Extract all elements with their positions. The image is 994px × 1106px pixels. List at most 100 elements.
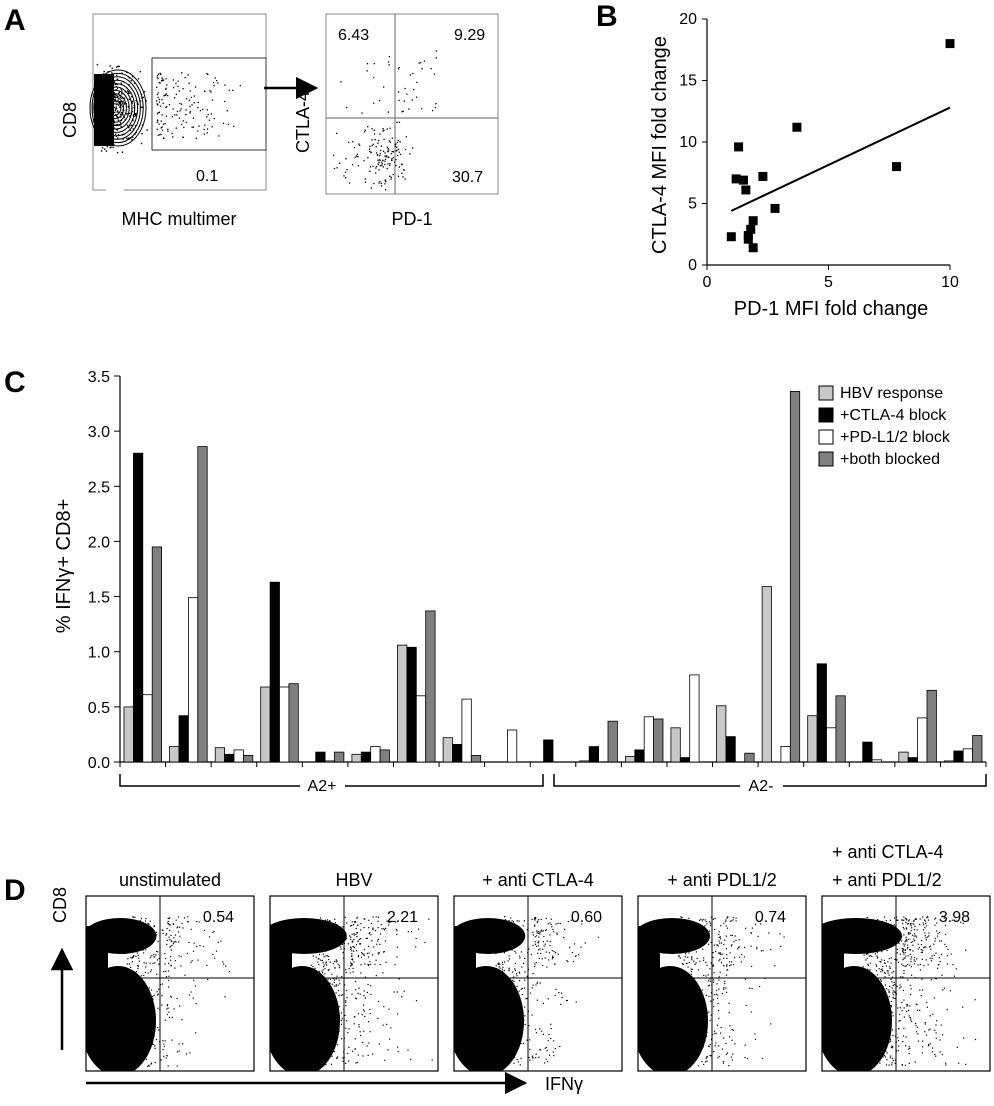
panel-d-event [876,922,878,924]
panel-d-event [867,1039,869,1041]
panel-a-plot1-xlabel: MHC multimer [122,209,237,229]
panel-d-event [697,937,700,939]
panel-d-event [133,1002,135,1005]
panel-d-event [883,943,885,945]
panel-d-event [315,934,317,936]
panel-d-event [520,1013,522,1015]
panel-d-event [505,948,507,950]
panel-d-event [559,1045,561,1048]
panel-d-event [357,1054,359,1056]
panel-d-event [388,922,390,924]
panel-d-event [879,944,881,946]
panel-d-event [889,985,891,987]
panel-d-event [170,940,172,942]
panel-a-plot1-event [161,78,163,80]
panel-d-event [320,1017,322,1019]
panel-d-event [906,946,909,949]
panel-d-event [397,1050,399,1053]
panel-d-event [939,940,941,942]
panel-a-plot1-event [121,90,123,92]
panel-d-event [321,1039,323,1041]
panel-d-event [129,974,131,976]
panel-d-event [891,981,893,983]
panel-d-event [575,1001,577,1003]
panel-d-event [366,1045,368,1047]
panel-c: C 0.00.51.01.52.02.53.03.5 % IFNγ+ CD8+ … [4,366,987,795]
panel-d-event [535,1032,538,1034]
panel-d-event [371,940,373,942]
panel-a-plot1-event [171,116,174,118]
panel-a-plot1-event [117,95,119,98]
panel-d-event [550,1028,552,1030]
panel-d-event [552,956,554,958]
panel-d-event [132,919,134,921]
panel-d-event [328,1006,330,1008]
panel-d-event [534,919,536,921]
panel-d-event [136,943,138,945]
panel-d-event [504,923,506,925]
panel-a-plot2-event [386,155,388,157]
panel-d-event [508,945,510,947]
panel-d-event [904,965,906,967]
panel-d-event [910,993,912,995]
panel-d-event [524,1006,526,1008]
panel-d-event [516,1058,518,1061]
panel-d-event [361,952,363,954]
panel-a-plot1-event [128,84,130,86]
panel-d-event [682,1063,684,1065]
panel-d-event [213,930,215,932]
panel-d-event [690,993,693,995]
panel-d-event [365,937,367,939]
panel-d-event [905,1045,907,1047]
panel-d-event [344,984,346,986]
panel-d-event [739,956,741,958]
panel-d-event [694,923,696,925]
panel-b-point [758,171,768,181]
panel-d-event [345,1005,347,1007]
panel-d-event [922,1040,924,1042]
panel-a-plot1-event [129,129,132,132]
panel-d-event [909,949,912,951]
panel-d-event [513,988,515,990]
panel-d-event [891,1012,893,1014]
panel-d-event [312,955,314,957]
panel-d-event [550,918,552,920]
panel-d-event [877,1001,879,1003]
panel-d-event [532,931,534,933]
panel-d-event [705,1061,707,1063]
panel-d-event [129,941,132,943]
panel-d-event [693,999,696,1001]
panel-d-event [355,933,357,935]
panel-a-plot1-event [111,131,113,133]
panel-d-event [940,940,942,942]
panel-d-event [889,1037,891,1039]
panel-d-event [929,945,931,947]
panel-a-plot1-event [99,127,101,129]
panel-d-event [863,1049,865,1051]
panel-d-event [155,934,157,936]
panel-a-plot1-event [194,86,197,88]
panel-d-event [334,926,336,928]
panel-d-event [516,1045,518,1048]
panel-a-plot1-event [123,133,125,136]
panel-a-plot1-event [99,78,101,80]
panel-d-event [692,1000,694,1002]
panel-d-event [908,1062,910,1064]
panel-a-plot1-event [162,102,164,104]
panel-a-plot1-event [171,132,173,135]
panel-d-event [575,955,577,957]
panel-d-event [353,947,355,949]
panel-d-plot-frame [269,895,439,1072]
panel-a-plot1-event [121,151,124,153]
panel-a-plot1-event [130,80,132,82]
panel-d-event [894,1035,896,1037]
panel-c-bar [506,729,518,763]
panel-a-plot2-event [382,160,384,162]
panel-d-event [906,919,908,921]
panel-d-event [345,1020,348,1022]
panel-a-plot2-event [394,161,396,163]
panel-d-event [500,1012,502,1014]
panel-d-event [894,958,896,960]
panel-d-plot-events [86,916,230,1071]
